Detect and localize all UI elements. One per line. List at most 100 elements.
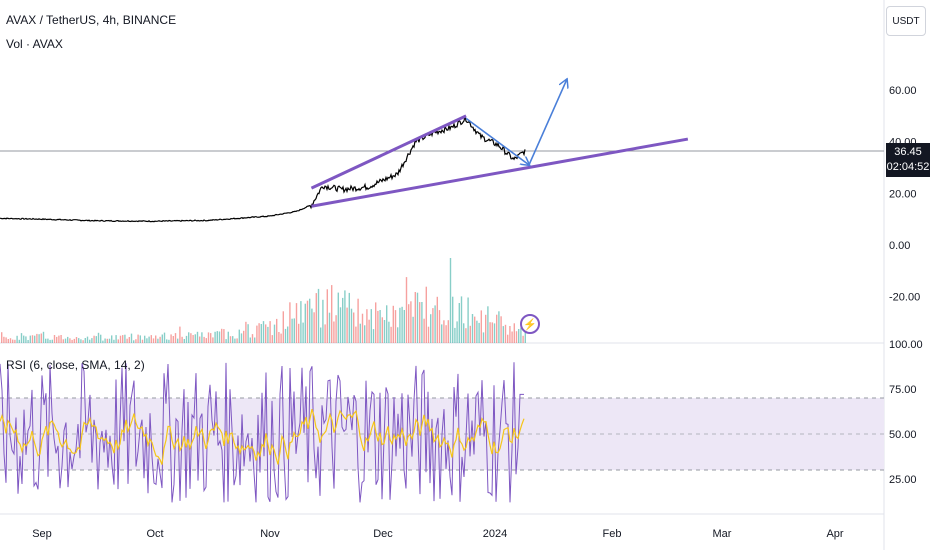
volume-bar <box>267 326 269 343</box>
volume-bar <box>269 321 271 343</box>
volume-bar <box>432 308 434 343</box>
volume-bar <box>511 331 513 343</box>
volume-bar <box>183 339 185 343</box>
volume-bar <box>438 310 441 343</box>
currency-button[interactable]: USDT <box>886 6 926 36</box>
volume-bar <box>302 322 304 343</box>
volume-bar <box>249 337 251 343</box>
time-tick-label: Feb <box>603 528 622 540</box>
time-tick-label: Nov <box>260 528 280 540</box>
projection-arrow-3 <box>528 80 567 166</box>
volume-bar <box>449 258 452 343</box>
volume-bar <box>390 326 392 343</box>
volume-bar <box>234 338 236 343</box>
volume-bar <box>419 302 421 343</box>
volume-bar <box>84 338 86 343</box>
last-price-tag: 36.45 02:04:52 <box>886 143 930 177</box>
volume-bar <box>71 339 73 343</box>
volume-bar <box>201 332 203 343</box>
volume-bar <box>375 302 377 343</box>
volume-bar <box>458 303 460 343</box>
bar-countdown: 02:04:52 <box>886 161 930 173</box>
volume-bar <box>357 298 359 343</box>
volume-bar <box>524 331 526 343</box>
volume-bar <box>95 336 97 343</box>
volume-bar <box>139 335 141 343</box>
volume-bar <box>383 320 386 343</box>
volume-bar <box>196 331 199 343</box>
volume-bar <box>7 339 9 343</box>
volume-bar <box>73 338 75 343</box>
volume-bar <box>36 333 38 343</box>
volume-bar <box>460 296 463 343</box>
volume-bar <box>223 329 225 343</box>
price-tick-label: 0.00 <box>889 240 910 252</box>
volume-bar <box>23 335 25 343</box>
volume-label[interactable]: Vol · AVAX <box>6 37 63 51</box>
volume-bar <box>414 292 416 343</box>
volume-bar <box>58 335 60 343</box>
time-tick-label: Apr <box>826 528 843 540</box>
volume-bar <box>293 318 295 343</box>
volume-bar <box>49 339 51 343</box>
drawings[interactable] <box>310 80 689 208</box>
volume-bar <box>69 338 71 343</box>
volume-bar <box>51 339 53 343</box>
volume-bar <box>199 336 201 343</box>
volume-bar <box>179 326 181 343</box>
volume-bar <box>29 335 31 343</box>
volume-bar <box>47 338 49 343</box>
volume-bar <box>491 322 493 343</box>
lightning-bolt-icon[interactable]: ⚡ <box>520 314 540 334</box>
volume-bar <box>31 335 34 343</box>
volume-bar <box>498 311 500 343</box>
volume-bar <box>243 330 245 343</box>
volume-bar <box>56 336 58 343</box>
volume-bar <box>16 335 18 343</box>
volume-bar <box>82 340 84 343</box>
volume-bar <box>478 322 480 343</box>
volume-bar <box>236 338 238 343</box>
volume-bar <box>185 335 188 343</box>
volume-bar <box>280 333 282 343</box>
volume-bar <box>161 334 163 343</box>
volume-bar <box>335 315 337 343</box>
volume-bar <box>102 340 104 343</box>
rsi-line <box>0 362 524 503</box>
price-tick-label: 60.00 <box>889 85 917 97</box>
volume-bar <box>251 334 254 343</box>
symbol-title[interactable]: AVAX / TetherUS, 4h, BINANCE <box>6 13 177 27</box>
volume-bar <box>364 325 366 343</box>
volume-bar <box>278 332 280 343</box>
volume-bar <box>135 339 137 343</box>
volume-bar <box>225 339 227 343</box>
volume-bar <box>410 301 412 343</box>
volume-bar <box>372 329 375 343</box>
volume-bar <box>5 337 7 343</box>
volume-bar <box>518 329 520 343</box>
volume-bar <box>337 292 339 343</box>
volume-bar <box>471 314 474 343</box>
volume-bar <box>482 332 485 343</box>
volume-bar <box>509 326 511 343</box>
volume-bar <box>401 306 403 343</box>
volume-bar <box>324 324 326 343</box>
volume-bar <box>463 323 465 343</box>
volume-bar <box>93 335 95 343</box>
axes: -20.000.0020.0040.0060.0025.0050.0075.00… <box>32 85 922 540</box>
volume-bar <box>381 317 383 343</box>
volume-bar <box>210 333 212 343</box>
rsi-label[interactable]: RSI (6, close, SMA, 14, 2) <box>6 358 145 372</box>
volume-bar <box>489 322 491 343</box>
volume-bar <box>397 327 399 343</box>
volume-bar <box>366 309 368 343</box>
volume-bar <box>350 308 353 343</box>
time-tick-label: Dec <box>373 528 393 540</box>
volume-bar <box>452 296 454 343</box>
volume-bar <box>485 314 487 343</box>
volume-bar <box>190 333 192 343</box>
volume-bar <box>245 321 247 343</box>
volume-bar <box>238 329 240 343</box>
volume-bar <box>155 335 157 343</box>
